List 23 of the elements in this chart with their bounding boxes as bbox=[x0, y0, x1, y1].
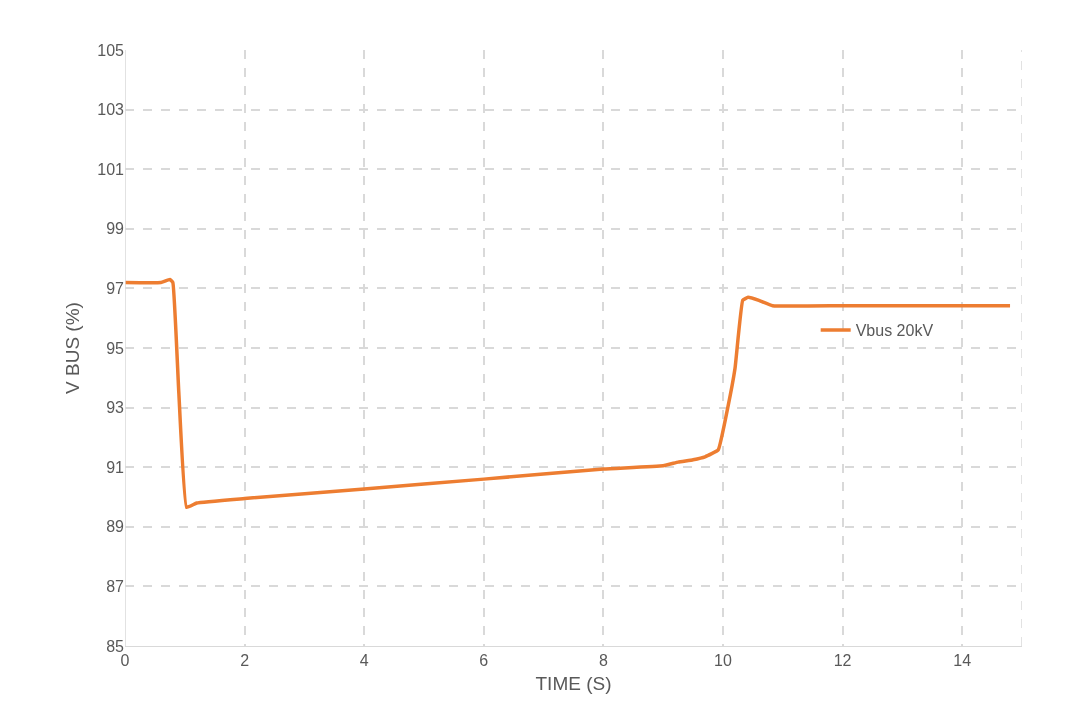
y-axis-title: V BUS (%) bbox=[62, 302, 84, 394]
x-tick-label: 14 bbox=[953, 652, 972, 670]
x-tick-label: 0 bbox=[120, 652, 130, 670]
legend-label: Vbus 20kV bbox=[855, 322, 934, 340]
line-series bbox=[125, 277, 1012, 510]
y-tick-label: 97 bbox=[106, 280, 125, 297]
y-tick-label: 89 bbox=[106, 518, 125, 536]
y-tick-label: 105 bbox=[97, 41, 125, 59]
y-tick-label: 91 bbox=[106, 458, 125, 476]
y-tick-label: 101 bbox=[97, 160, 125, 178]
x-tick-label: 2 bbox=[240, 652, 250, 670]
x-tick-label: 6 bbox=[479, 652, 489, 670]
x-tick-label: 4 bbox=[359, 652, 369, 670]
y-tick-label: 99 bbox=[106, 220, 125, 238]
x-tick-label: 10 bbox=[714, 652, 732, 670]
y-tick-label: 103 bbox=[97, 101, 125, 119]
x-tick-label: 8 bbox=[598, 652, 608, 670]
x-axis-title: TIME (S) bbox=[535, 673, 612, 694]
x-tick-label: 12 bbox=[833, 652, 852, 670]
y-tick-label: 95 bbox=[106, 339, 125, 357]
y-tick-label: 93 bbox=[106, 399, 125, 417]
y-tick-label: 85 bbox=[106, 637, 125, 655]
y-tick-label: 87 bbox=[106, 578, 125, 595]
